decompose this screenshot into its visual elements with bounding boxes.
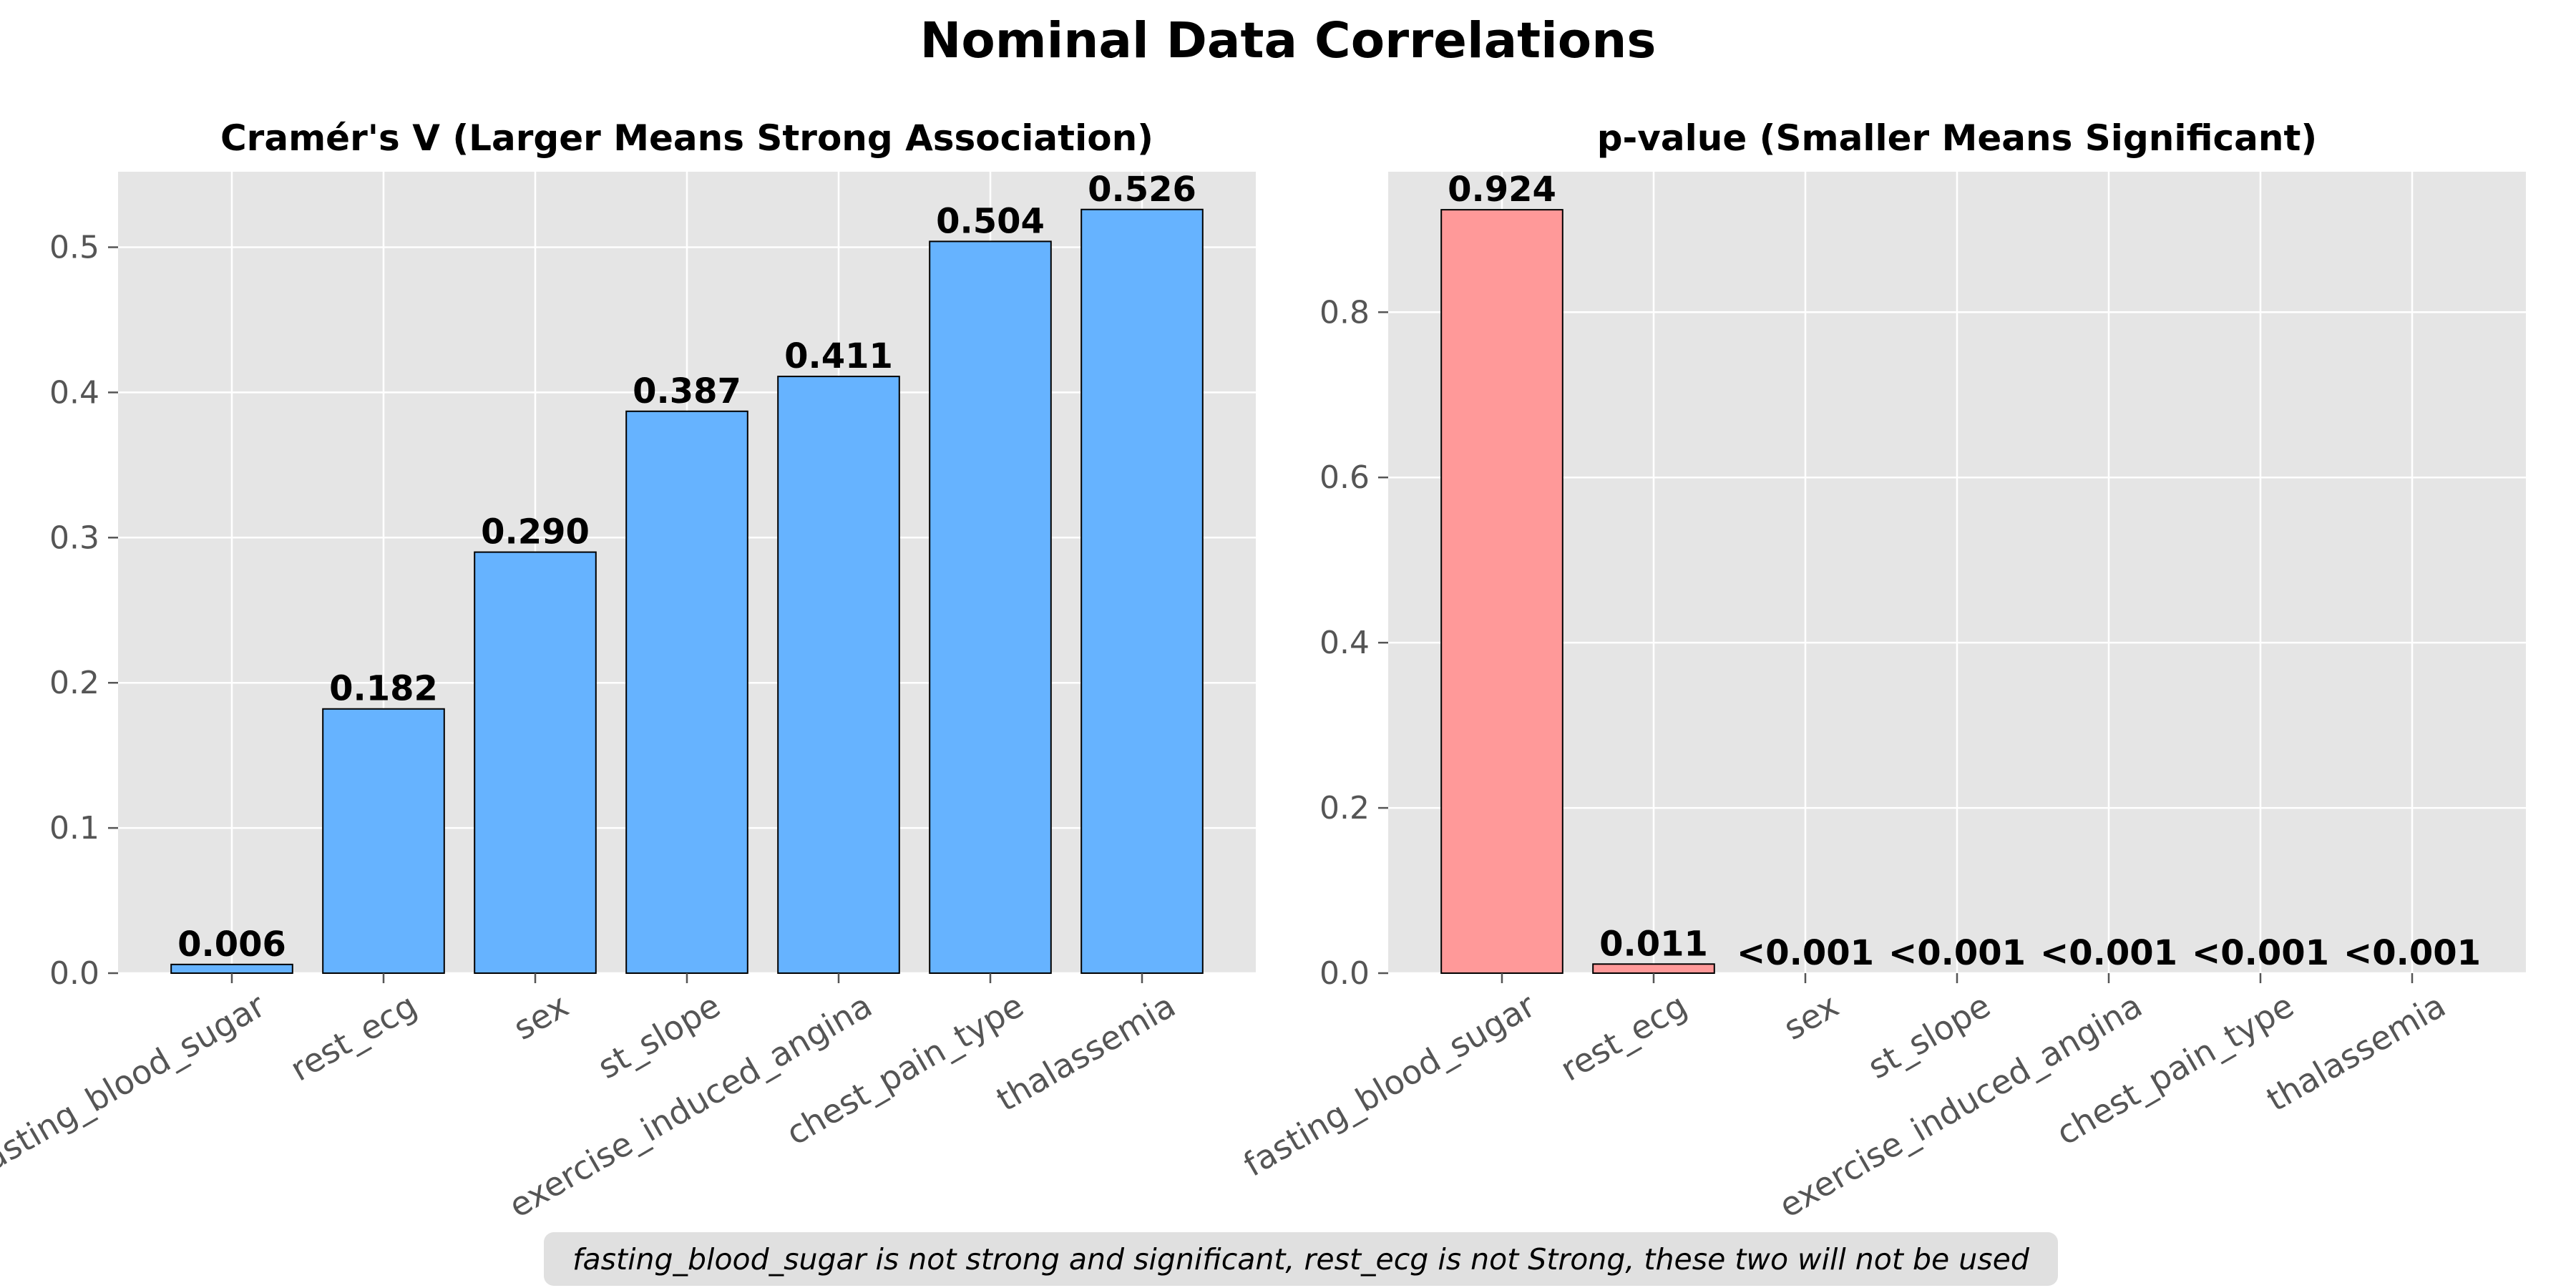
subplot-title: p-value (Smaller Means Significant) (1597, 117, 2318, 159)
bar-st-slope (625, 410, 748, 974)
y-tick-label: 0.6 (1319, 459, 1370, 496)
figure-title: Nominal Data Correlations (920, 12, 1657, 69)
data-label: <0.001 (2343, 933, 2481, 973)
chart-panel-2: 0.00.20.40.60.80.924fasting_blood_sugar0… (1237, 117, 2526, 1225)
bar-fasting-blood-sugar (170, 963, 293, 974)
data-label: <0.001 (2040, 933, 2177, 973)
bar-chest-pain-type (929, 240, 1052, 974)
data-label: <0.001 (1737, 933, 1874, 973)
data-label: 0.182 (329, 669, 438, 709)
bar-fasting-blood-sugar (1440, 209, 1563, 974)
data-label: 0.504 (936, 201, 1045, 241)
y-tick-label: 0.4 (49, 374, 99, 411)
y-tick-label: 0.1 (49, 810, 99, 847)
y-tick-label: 0.0 (1319, 955, 1370, 992)
y-tick-label: 0.4 (1319, 625, 1370, 661)
data-label: 0.387 (633, 371, 741, 411)
footnote: fasting_blood_sugar is not strong and si… (544, 1232, 2058, 1286)
y-tick-label: 0.0 (49, 955, 99, 992)
bar-rest-ecg (322, 708, 445, 974)
y-tick-label: 0.5 (49, 230, 99, 266)
y-tick-label: 0.8 (1319, 294, 1370, 331)
y-tick-label: 0.3 (49, 519, 99, 556)
chart-panel-1: 0.00.10.20.30.40.50.006fasting_blood_sug… (0, 117, 1256, 1225)
subplot-title: Cramér's V (Larger Means Strong Associat… (220, 117, 1153, 159)
bar-exercise-induced-angina (777, 376, 900, 974)
y-tick-label: 0.2 (49, 665, 99, 701)
bar-thalassemia (1080, 208, 1204, 974)
y-tick-label: 0.2 (1319, 790, 1370, 826)
bar-rest-ecg (1592, 963, 1715, 974)
data-label: 0.011 (1599, 924, 1708, 964)
data-label: 0.924 (1448, 170, 1556, 210)
bar-sex (474, 551, 597, 974)
data-label: <0.001 (2192, 933, 2329, 973)
data-label: 0.006 (177, 924, 286, 965)
data-label: <0.001 (1888, 933, 2026, 973)
data-label: 0.411 (784, 336, 893, 376)
data-label: 0.290 (481, 512, 590, 552)
data-label: 0.526 (1088, 170, 1196, 210)
